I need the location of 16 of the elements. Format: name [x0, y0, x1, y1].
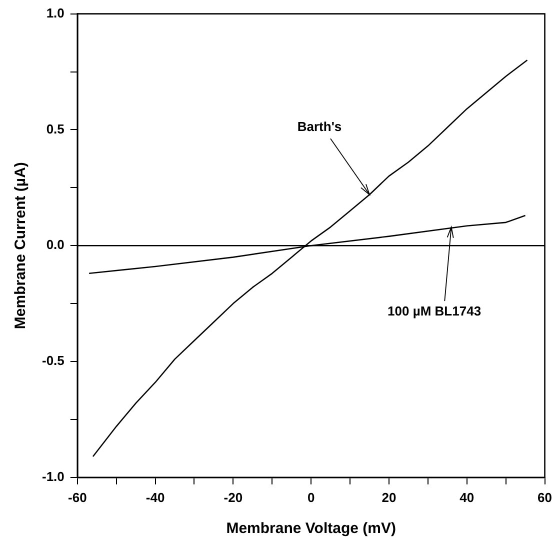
- x-tick-label: -20: [224, 490, 243, 505]
- y-tick-label: 1.0: [46, 5, 64, 20]
- x-tick-label: 60: [538, 490, 552, 505]
- x-tick-label: -40: [146, 490, 165, 505]
- annotation: Barth's: [297, 119, 342, 134]
- y-axis-title: Membrane Current (µA): [12, 162, 30, 330]
- y-tick-label: -0.5: [42, 353, 64, 368]
- annotation: 100 µM BL1743: [388, 304, 482, 319]
- y-tick-label: 0.0: [46, 237, 64, 252]
- x-tick-label: -60: [68, 490, 87, 505]
- x-tick-label: 20: [382, 490, 396, 505]
- x-axis-title: Membrane Voltage (mV): [226, 520, 396, 538]
- y-tick-label: -1.0: [42, 468, 64, 484]
- x-tick-label: 0: [307, 490, 315, 505]
- y-tick-label: 0.5: [46, 121, 64, 136]
- x-tick-label: 40: [460, 490, 474, 505]
